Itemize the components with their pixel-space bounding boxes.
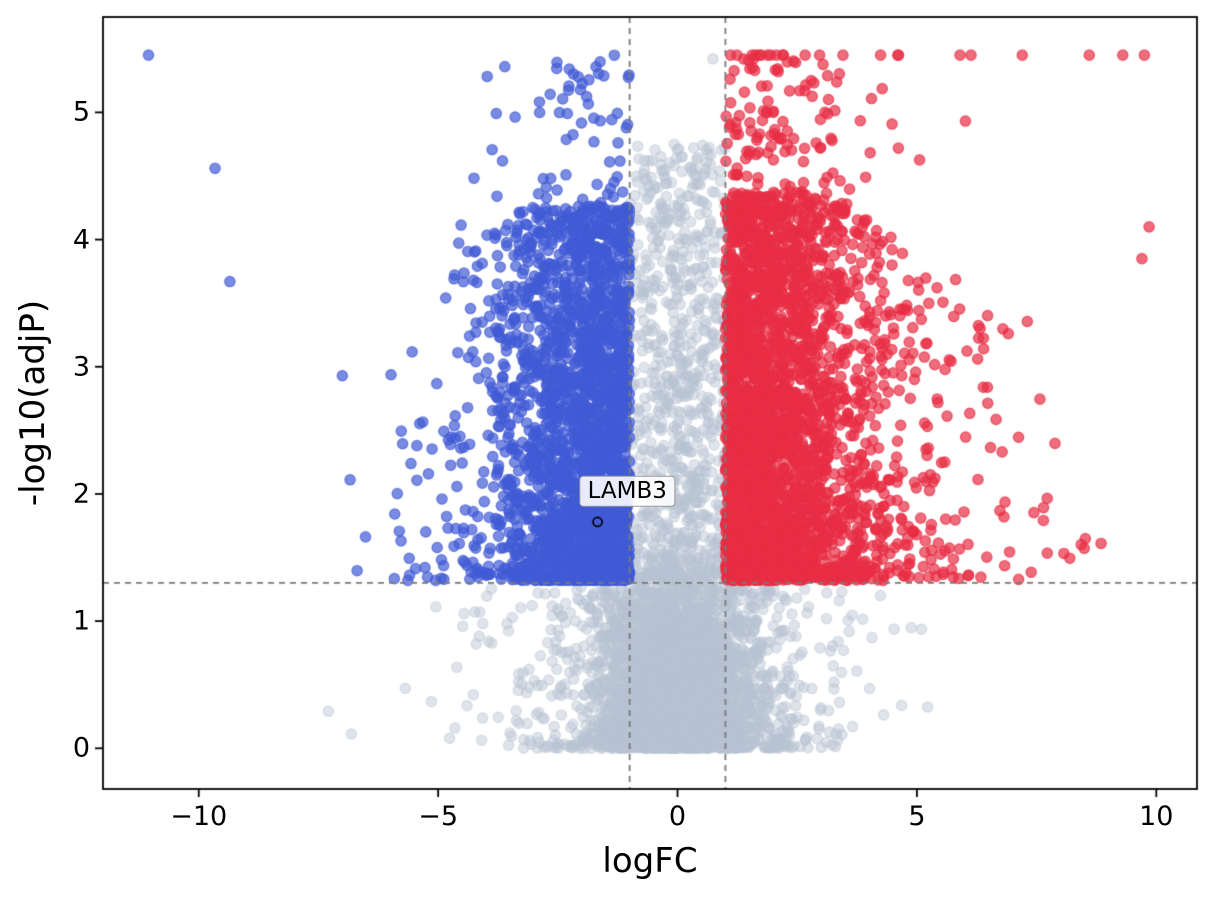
x-tick-label: 10 — [1139, 801, 1174, 832]
y-tick-label: 0 — [72, 732, 90, 764]
x-tick-label: 0 — [668, 801, 687, 832]
y-axis-label: -log10(adjP) — [13, 299, 53, 507]
x-tick-label: −10 — [170, 801, 228, 832]
y-tick-label: 5 — [72, 96, 90, 128]
y-tick-label: 1 — [72, 605, 90, 637]
y-tick-label: 2 — [72, 478, 90, 510]
x-tick-label: −5 — [418, 801, 459, 832]
x-axis-label: logFC — [602, 841, 698, 881]
y-tick-label: 3 — [72, 351, 90, 383]
y-tick-label: 4 — [72, 224, 90, 256]
x-tick-label: 5 — [908, 801, 926, 832]
gene-annotation-label: LAMB3 — [579, 476, 675, 507]
